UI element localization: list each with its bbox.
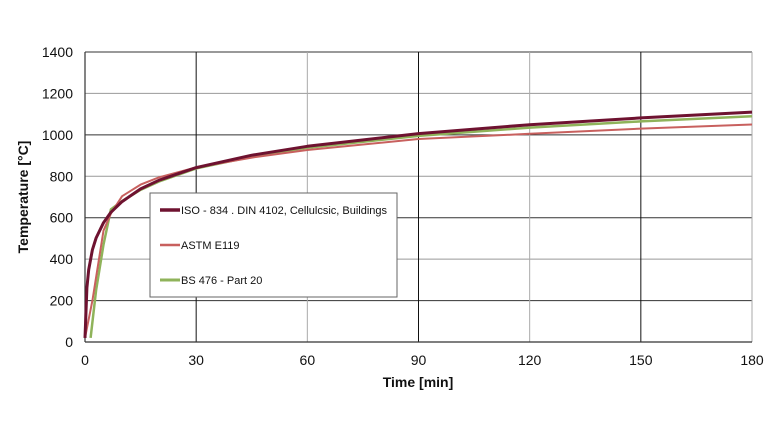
series-line-0 — [83, 110, 753, 338]
legend-label: ASTM E119 — [181, 240, 240, 252]
x-tick-label: 180 — [740, 352, 764, 368]
legend: ISO - 834 . DIN 4102, Cellulcsic, Buildi… — [149, 192, 398, 298]
y-tick-label: 0 — [65, 334, 73, 350]
x-tick-label: 120 — [518, 352, 542, 368]
series-lines — [83, 110, 753, 339]
legend-label: ISO - 834 . DIN 4102, Cellulcsic, Buildi… — [181, 205, 388, 217]
y-tick-label: 400 — [50, 251, 74, 267]
y-tick-label: 1000 — [42, 127, 73, 143]
y-tick-label: 1400 — [42, 44, 73, 60]
x-axis-label: Time [min] — [383, 374, 454, 390]
y-tick-label: 800 — [50, 168, 74, 184]
x-tick-label: 0 — [81, 352, 89, 368]
y-tick-label: 200 — [50, 293, 74, 309]
legend-box — [149, 192, 398, 298]
y-tick-label: 600 — [50, 210, 74, 226]
y-axis-label: Temperature [°C] — [15, 141, 31, 254]
tick-labels: 0 200 400 600 800 1000 1200 1400 0 30 60 90 120 150 18… — [42, 44, 764, 368]
x-tick-label: 150 — [629, 352, 653, 368]
x-tick-label: 90 — [411, 352, 427, 368]
x-tick-label: 60 — [300, 352, 316, 368]
x-tick-label: 30 — [188, 352, 204, 368]
y-tick-label: 1200 — [42, 85, 73, 101]
legend-label: BS 476 - Part 20 — [181, 275, 262, 287]
